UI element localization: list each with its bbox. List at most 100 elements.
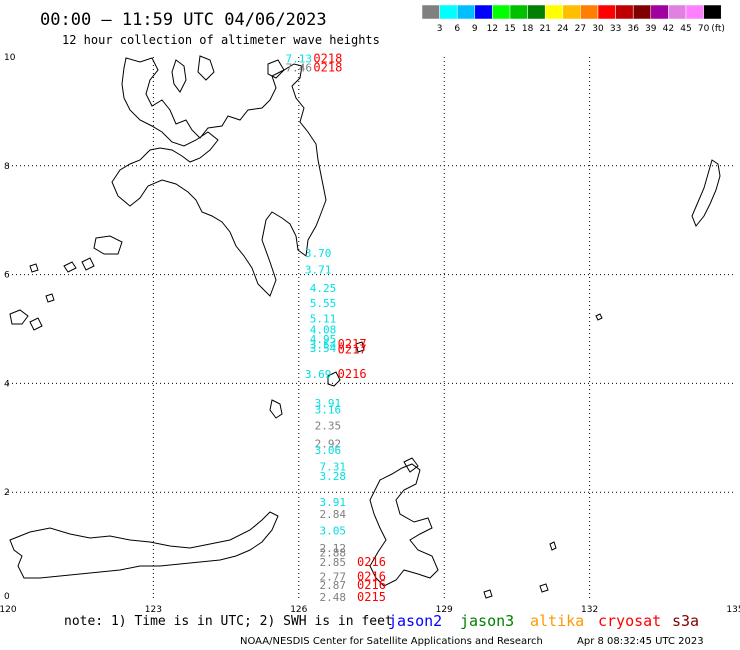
colorbar-swatch	[685, 4, 704, 20]
colorbar-label: 27	[575, 24, 586, 34]
wave-height-label: 3.71	[305, 264, 332, 277]
x-tick-label: 132	[581, 605, 598, 615]
wave-height-label: 5.11	[310, 312, 337, 325]
coastline-sulu-1	[9, 309, 29, 325]
wave-height-label: 4.95	[310, 333, 337, 346]
wave-height-label: 2.87	[319, 579, 346, 592]
colorbar-label: 3	[437, 24, 443, 34]
satellite-legend-item: jason2	[388, 612, 442, 630]
coastline-small-island-north-2	[197, 55, 215, 81]
coastline-small-island-north	[171, 59, 187, 93]
colorbar-swatch	[650, 4, 669, 20]
coastline-islet-east-2	[549, 541, 557, 551]
colorbar-swatch	[544, 4, 564, 20]
time-stamp-label: 0216	[357, 555, 386, 569]
wave-height-label: 3.06	[315, 444, 342, 457]
satellite-legend-item: s3a	[672, 612, 699, 630]
wave-height-label: 3.91	[315, 397, 342, 410]
satellite-legend-item: altika	[530, 612, 584, 630]
grid-lines	[8, 57, 735, 601]
x-tick-label: 123	[145, 605, 162, 615]
coastline-morotai	[403, 457, 419, 473]
time-stamp-label: 0215	[357, 590, 386, 604]
coastline-palau	[691, 159, 721, 227]
wave-height-label: 2.12	[319, 542, 346, 555]
wave-height-label: 5.55	[310, 297, 337, 310]
wave-height-label: 7.46	[286, 62, 313, 75]
time-stamp-label: 0216	[357, 578, 386, 592]
coastline-basilan	[93, 235, 123, 255]
colorbar-label: 15	[504, 24, 515, 34]
x-tick-label: 135	[726, 605, 740, 615]
wave-height-label: 3.54	[310, 339, 337, 352]
coastline-sulu-5	[81, 257, 95, 271]
coastline-small-island-north-3	[267, 59, 285, 79]
time-stamp-label: 0218	[313, 51, 342, 65]
time-stamp-label: 0216	[357, 569, 386, 583]
y-tick-label: 8	[4, 162, 10, 172]
colorbar-swatch	[580, 4, 599, 20]
wave-height-label: 3.54	[310, 342, 337, 355]
footer-credit: NOAA/NESDIS Center for Satellite Applica…	[240, 636, 543, 647]
chart-title: 00:00 – 11:59 UTC 04/06/2023	[40, 10, 327, 30]
colorbar-swatch	[615, 4, 634, 20]
wave-height-label: 3.91	[319, 496, 346, 509]
satellite-legend-item: cryosat	[598, 612, 661, 630]
time-stamp-label: 0217	[338, 342, 367, 356]
coastline-talaud	[355, 341, 365, 353]
footer-timestamp: Apr 8 08:32:45 UTC 2023	[577, 636, 704, 647]
footer-note: note: 1) Time is in UTC; 2) SWH is in fe…	[64, 614, 393, 629]
coastline-halmahera	[369, 463, 439, 587]
time-stamp-label: 0216	[338, 367, 367, 381]
wave-height-label: 2.85	[319, 556, 346, 569]
colorbar-label: 42	[663, 24, 674, 34]
colorbar-label: 24	[557, 24, 569, 34]
colorbar-swatch	[597, 4, 616, 20]
x-tick-label: 120	[0, 605, 17, 615]
wave-height-label: 2.35	[315, 420, 342, 433]
y-tick-label: 4	[4, 379, 10, 389]
colorbar-label: 30	[592, 24, 604, 34]
colorbar-label: 21	[539, 24, 550, 34]
time-stamp-label: 0217	[338, 337, 367, 351]
wave-height-label: 4.08	[310, 323, 337, 336]
colorbar-swatch	[456, 4, 476, 20]
colorbar-label: 36	[627, 24, 639, 34]
wave-height-label: 7.13	[286, 52, 313, 65]
wave-height-label: 2.88	[319, 546, 346, 559]
colorbar-swatch	[509, 4, 528, 20]
wave-height-label: 2.48	[319, 591, 346, 604]
wave-height-labels: 7.137.46 3.70 3.71 4.25 5.55 5.114.084.953.54…	[286, 52, 347, 604]
coastline-islet-east-4	[539, 583, 549, 593]
wave-height-label: 3.70	[305, 247, 332, 260]
colorbar: 3 6 9 12 15 18 21 24 27 30 33 36 39 42 45 70 (ft)	[421, 4, 725, 34]
colorbar-swatch	[527, 4, 546, 20]
colorbar-label: 45	[680, 24, 691, 34]
wave-height-label: 3.28	[319, 470, 346, 483]
wave-height-label: 7.31	[319, 460, 346, 473]
colorbar-label: 70	[698, 24, 710, 34]
colorbar-swatch	[439, 4, 458, 20]
colorbar-label: 33	[610, 24, 621, 34]
coastline-mindanao	[111, 57, 327, 297]
colorbar-unit: (ft)	[711, 24, 725, 34]
colorbar-swatch	[703, 4, 722, 20]
coastline-sulawesi	[9, 511, 279, 579]
y-tick-label: 6	[4, 271, 10, 281]
colorbar-label: 12	[487, 24, 498, 34]
y-tick-label: 0	[4, 592, 10, 602]
satellite-legend-item: jason3	[460, 612, 514, 630]
coastline-sulu-6	[29, 263, 39, 273]
wave-height-label: 3.05	[319, 525, 346, 538]
colorbar-swatch	[474, 4, 493, 20]
colorbar-label: 39	[645, 24, 657, 34]
colorbar-swatch	[492, 4, 511, 20]
coastline-sulu-4	[63, 261, 77, 273]
colorbar-label: 18	[522, 24, 534, 34]
colorbar-swatch	[421, 4, 440, 20]
satellite-legend: jason2 jason3 altika cryosat s3a	[388, 612, 699, 630]
axis-ticks: 120 123 126 129 132 135 0 2 4 6 8 10	[0, 53, 740, 615]
wave-height-label: 3.69	[305, 368, 332, 381]
colorbar-label: 9	[472, 24, 478, 34]
